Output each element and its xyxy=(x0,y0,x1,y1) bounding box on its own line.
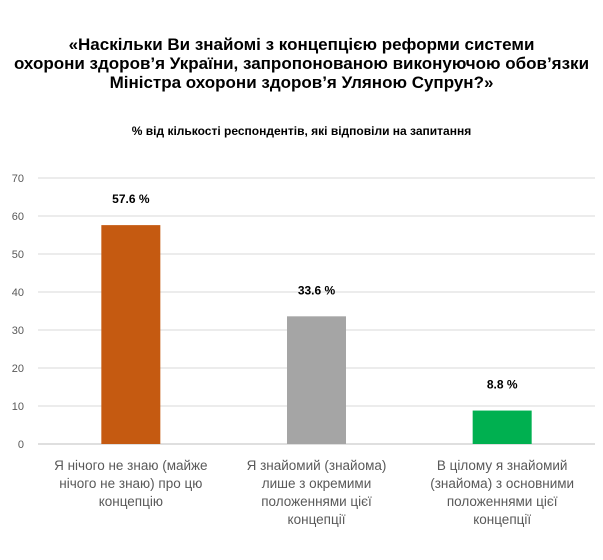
y-tick-label: 40 xyxy=(12,287,24,299)
y-tick-label: 50 xyxy=(12,249,24,261)
y-tick-label: 10 xyxy=(12,401,24,413)
category-label: Я нічого не знаю (майже нічого не знаю) п… xyxy=(41,457,221,511)
data-label: 57.6 % xyxy=(112,192,150,206)
category-label-line: концепцію xyxy=(98,494,163,509)
chart-title: «Наскільки Ви знайомі з концепцією рефор… xyxy=(0,35,603,92)
y-tick-label: 30 xyxy=(12,325,24,337)
chart-title-line: «Наскільки Ви знайомі з концепцією рефор… xyxy=(68,35,535,54)
category-label-line: концепції xyxy=(287,512,346,527)
y-tick-label: 70 xyxy=(12,173,24,185)
category-label-line: Я нічого не знаю (майже xyxy=(54,458,208,473)
category-label-line: концепції xyxy=(473,512,532,527)
bar xyxy=(472,410,532,444)
y-tick-label: 60 xyxy=(12,211,24,223)
category-label-line: Я знайомий (знайома) xyxy=(246,458,387,473)
y-tick-label: 20 xyxy=(12,363,24,375)
category-label-line: (знайома) з основними xyxy=(430,476,575,491)
data-label: 33.6 % xyxy=(298,283,336,297)
category-label-line: лише з окремими xyxy=(261,476,372,491)
category-label-line: В цілому я знайомий xyxy=(436,458,568,473)
category-label-line: положеннями цієї xyxy=(446,494,558,509)
data-label: 8.8 % xyxy=(487,378,518,392)
y-tick-label: 0 xyxy=(18,439,24,451)
chart-title-line: Міністра охорони здоров’я Уляною Супрун?… xyxy=(109,73,494,92)
bar xyxy=(101,225,161,444)
category-label-line: положеннями цієї xyxy=(261,494,372,509)
bar xyxy=(287,316,346,444)
chart-subtitle: % від кількості респондентів, які відпов… xyxy=(131,124,472,138)
category-label: В цілому я знайомий (знайома) з основними… xyxy=(412,457,592,529)
chart-title-line: охорони здоров’я України, запропонованою… xyxy=(13,54,590,73)
category-label-line: нічого не знаю) про цю xyxy=(59,476,203,491)
category-label: Я знайомий (знайома) лише з окремими полож… xyxy=(227,457,407,529)
